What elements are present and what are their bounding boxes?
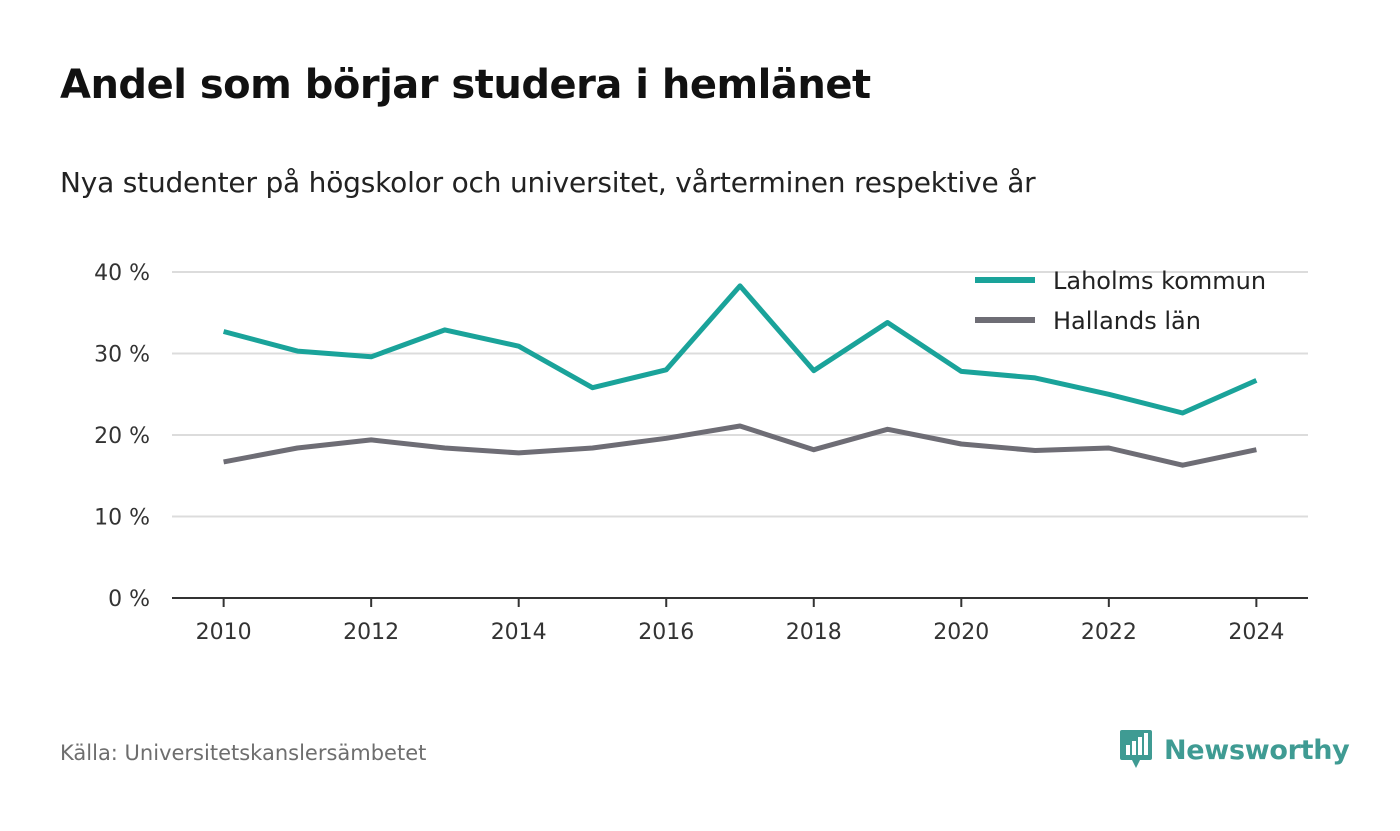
- x-tick-label: 2014: [491, 620, 547, 645]
- y-tick-label: 30 %: [94, 343, 150, 368]
- y-tick-label: 10 %: [94, 506, 150, 531]
- newsworthy-logo-icon: [1118, 728, 1154, 772]
- line-chart: 0 % 10 % 20 % 30 % 40 % 2010 2012 2014 2016 2018…: [94, 261, 1308, 645]
- series-line-halland: [223, 423, 1257, 468]
- x-tick-label: 2010: [196, 620, 252, 645]
- grid-lines: [172, 271, 1308, 518]
- x-tick-label: 2024: [1228, 620, 1284, 645]
- source-note: Källa: Universitetskanslersämbetet: [60, 741, 427, 765]
- chart-title: Andel som börjar studera i hemlänet: [60, 62, 871, 108]
- legend-label: Hallands län: [1053, 307, 1201, 335]
- x-axis-ticks: 2010 2012 2014 2016 2018 2020 2022 2024: [196, 598, 1284, 645]
- y-tick-label: 40 %: [94, 261, 150, 286]
- x-tick-label: 2016: [638, 620, 694, 645]
- x-tick-label: 2022: [1081, 620, 1137, 645]
- x-tick-label: 2018: [786, 620, 842, 645]
- y-tick-label: 0 %: [108, 587, 150, 612]
- legend: Laholms kommun Hallands län: [975, 267, 1266, 335]
- x-tick-label: 2020: [933, 620, 989, 645]
- brand-logo[interactable]: Newsworthy: [1118, 728, 1350, 772]
- x-tick-label: 2012: [343, 620, 399, 645]
- series-line-laholm: [222, 283, 1258, 416]
- legend-label: Laholms kommun: [1053, 267, 1266, 295]
- y-tick-label: 20 %: [94, 424, 150, 449]
- brand-name: Newsworthy: [1164, 734, 1350, 766]
- series-lines: [222, 283, 1258, 468]
- y-axis-ticks: 0 % 10 % 20 % 30 % 40 %: [94, 261, 150, 612]
- chart-subtitle: Nya studenter på högskolor och universit…: [60, 166, 1036, 199]
